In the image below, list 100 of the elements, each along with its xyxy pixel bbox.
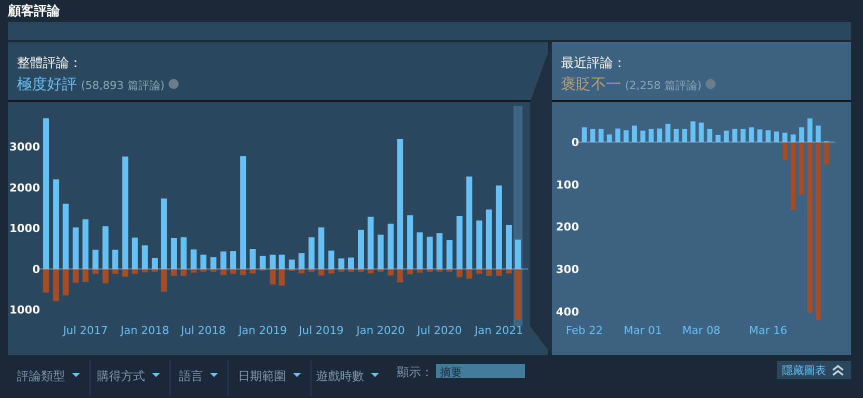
y-tick-label: 300 bbox=[556, 263, 580, 276]
bar bbox=[102, 226, 108, 269]
bar bbox=[486, 268, 492, 276]
bar bbox=[436, 268, 442, 272]
bar bbox=[43, 118, 50, 269]
bar bbox=[230, 268, 236, 274]
bar bbox=[496, 185, 502, 269]
x-tick-label: Mar 01 bbox=[624, 324, 662, 337]
bar bbox=[674, 128, 679, 142]
bar bbox=[298, 253, 305, 269]
bar bbox=[180, 237, 187, 269]
bar bbox=[250, 268, 256, 274]
bar bbox=[220, 251, 226, 269]
bar bbox=[807, 142, 812, 313]
bar bbox=[732, 128, 738, 142]
y-tick-label: 1000 bbox=[9, 304, 40, 317]
bar bbox=[378, 268, 384, 272]
bar bbox=[632, 126, 637, 142]
bar bbox=[152, 258, 158, 269]
text: 遊戲時數 bbox=[316, 369, 364, 383]
text: 顧客評論 bbox=[7, 3, 61, 19]
bar bbox=[657, 128, 662, 142]
bar bbox=[278, 268, 285, 286]
bar bbox=[748, 127, 754, 142]
bar bbox=[298, 268, 305, 274]
bar bbox=[190, 249, 197, 269]
y-tick-label: 200 bbox=[556, 220, 580, 234]
bar bbox=[190, 268, 197, 273]
x-tick-label: Jan 2019 bbox=[238, 324, 288, 337]
bar bbox=[180, 268, 187, 276]
bar bbox=[496, 268, 502, 276]
bar bbox=[724, 130, 729, 142]
bar bbox=[368, 268, 374, 274]
y-tick-label: 2000 bbox=[9, 181, 40, 194]
bar bbox=[514, 268, 521, 320]
bar bbox=[397, 139, 404, 269]
bar bbox=[338, 258, 344, 269]
x-tick-label: Jul 2020 bbox=[416, 324, 462, 337]
y-tick-label: 0 bbox=[571, 136, 580, 150]
bar bbox=[308, 268, 315, 272]
bar bbox=[230, 251, 236, 269]
bar bbox=[160, 268, 167, 292]
x-tick-label: Jul 2017 bbox=[62, 324, 108, 337]
bar bbox=[358, 268, 364, 272]
bar bbox=[210, 268, 216, 272]
bar bbox=[665, 124, 670, 142]
text: 摘要 bbox=[440, 366, 462, 379]
bar bbox=[278, 254, 285, 269]
bar bbox=[338, 268, 344, 272]
bar bbox=[716, 134, 721, 142]
bar bbox=[426, 236, 433, 269]
bar bbox=[615, 128, 620, 142]
bar bbox=[348, 268, 354, 272]
bar bbox=[160, 198, 167, 269]
bar bbox=[388, 224, 394, 269]
bar bbox=[426, 268, 433, 272]
bar bbox=[318, 227, 324, 269]
bar bbox=[707, 128, 712, 142]
bar bbox=[782, 132, 788, 142]
bar bbox=[82, 268, 88, 282]
bar bbox=[807, 118, 812, 142]
text: 語言 bbox=[179, 369, 203, 383]
y-tick-label: 100 bbox=[556, 178, 580, 192]
bar bbox=[53, 179, 60, 269]
bar bbox=[92, 268, 98, 274]
bar bbox=[388, 268, 394, 276]
bar bbox=[446, 268, 453, 272]
bar bbox=[766, 130, 771, 142]
bar bbox=[648, 128, 654, 142]
x-tick-label: Jul 2019 bbox=[298, 324, 344, 337]
bar bbox=[824, 142, 830, 165]
bar bbox=[816, 126, 821, 142]
bar bbox=[407, 268, 414, 274]
bar bbox=[782, 142, 788, 160]
text: 購得方式 bbox=[97, 369, 145, 383]
text: 顯示： bbox=[397, 365, 433, 379]
bar bbox=[348, 258, 354, 269]
bar bbox=[112, 268, 118, 274]
bar bbox=[774, 132, 780, 142]
bar bbox=[102, 268, 108, 284]
bar bbox=[416, 268, 423, 273]
bar bbox=[690, 121, 696, 142]
bar bbox=[260, 256, 266, 269]
bar bbox=[270, 254, 276, 269]
bar bbox=[598, 128, 604, 142]
bar bbox=[407, 215, 414, 269]
bar bbox=[328, 250, 334, 269]
chart-title: 整體評論： bbox=[17, 56, 82, 71]
bar bbox=[132, 238, 138, 269]
bar bbox=[624, 130, 629, 142]
x-tick-label: Mar 16 bbox=[749, 324, 788, 337]
bar bbox=[288, 260, 295, 269]
text: (58,893 篇評論) bbox=[81, 79, 165, 92]
y-tick-label: 1000 bbox=[9, 222, 40, 236]
bar bbox=[240, 156, 246, 269]
bar bbox=[62, 204, 69, 269]
bar bbox=[308, 237, 315, 269]
bar bbox=[590, 128, 596, 142]
x-tick-label: Feb 22 bbox=[566, 324, 603, 337]
bar bbox=[456, 216, 463, 269]
